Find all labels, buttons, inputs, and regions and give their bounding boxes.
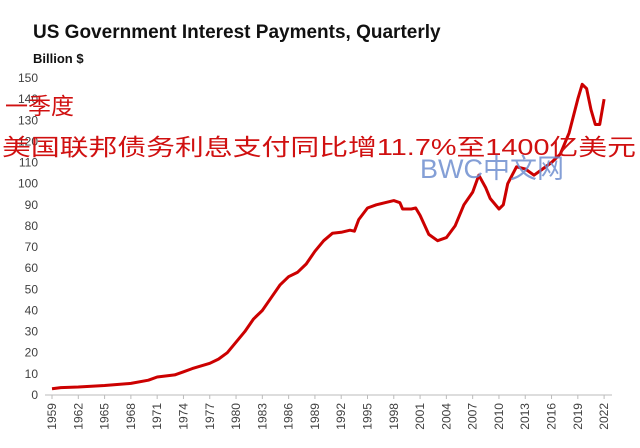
y-tick-label: 70 (25, 240, 39, 254)
x-tick-label: 2010 (492, 403, 506, 430)
x-tick-label: 1968 (124, 403, 138, 430)
x-tick-label: 1983 (255, 403, 269, 430)
watermark: BWC中文网 (420, 154, 564, 184)
y-tick-label: 0 (31, 388, 38, 402)
x-tick-label: 1971 (150, 403, 164, 430)
x-tick-label: 1989 (308, 403, 322, 430)
y-tick-label: 100 (18, 177, 38, 191)
x-tick-label: 1998 (387, 403, 401, 430)
x-tick-label: 2016 (545, 403, 559, 430)
data-line (51, 82, 606, 391)
y-tick-label: 140 (18, 92, 38, 106)
x-tick-label: 2022 (597, 403, 611, 430)
chart-title: US Government Interest Payments, Quarter… (33, 22, 441, 43)
x-tick-label: 2004 (439, 403, 453, 430)
x-tick-label: 1974 (176, 403, 190, 430)
x-tick-label: 1977 (203, 403, 217, 430)
x-tick-label: 2019 (571, 403, 585, 430)
x-tick-label: 2001 (413, 403, 427, 430)
y-tick-label: 110 (19, 156, 38, 170)
annotation: 美国联邦债务利息支付同比增11.7%至1400亿美元 (2, 134, 636, 160)
y-tick-label: 10 (25, 367, 39, 381)
y-tick-label: 150 (18, 71, 38, 85)
y-tick-label: 40 (25, 303, 39, 317)
x-tick-label: 1965 (98, 403, 112, 430)
x-tick-label: 1992 (334, 403, 348, 430)
y-tick-label: 130 (18, 113, 38, 127)
chart-subtitle: Billion $ (33, 51, 84, 66)
y-tick-label: 120 (18, 134, 38, 148)
x-tick-label: 2013 (518, 403, 532, 430)
x-tick-label: 1986 (282, 403, 296, 430)
y-tick-label: 30 (25, 325, 39, 339)
y-tick-label: 60 (25, 261, 39, 275)
x-tick-label: 1980 (229, 403, 243, 430)
x-tick-label: 1959 (45, 403, 59, 430)
y-tick-label: 50 (25, 282, 39, 296)
x-tick-label: 1962 (71, 403, 85, 430)
y-tick-label: 80 (25, 219, 39, 233)
y-tick-label: 20 (25, 346, 39, 360)
annotation: 一季度 (5, 93, 74, 119)
x-tick-label: 1995 (360, 403, 374, 430)
x-tick-label: 2007 (466, 403, 480, 430)
y-tick-label: 90 (25, 198, 39, 212)
